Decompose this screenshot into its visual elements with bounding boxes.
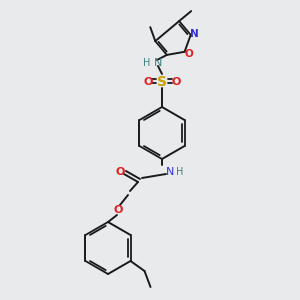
Text: N: N bbox=[166, 167, 174, 177]
Text: N: N bbox=[154, 58, 162, 68]
Text: O: O bbox=[171, 77, 181, 87]
Text: O: O bbox=[115, 167, 125, 177]
Text: O: O bbox=[113, 205, 123, 215]
Text: H: H bbox=[142, 58, 150, 68]
Text: S: S bbox=[157, 75, 167, 89]
Text: H: H bbox=[176, 167, 183, 177]
Text: O: O bbox=[184, 49, 193, 59]
Text: O: O bbox=[143, 77, 153, 87]
Text: N: N bbox=[190, 29, 199, 39]
